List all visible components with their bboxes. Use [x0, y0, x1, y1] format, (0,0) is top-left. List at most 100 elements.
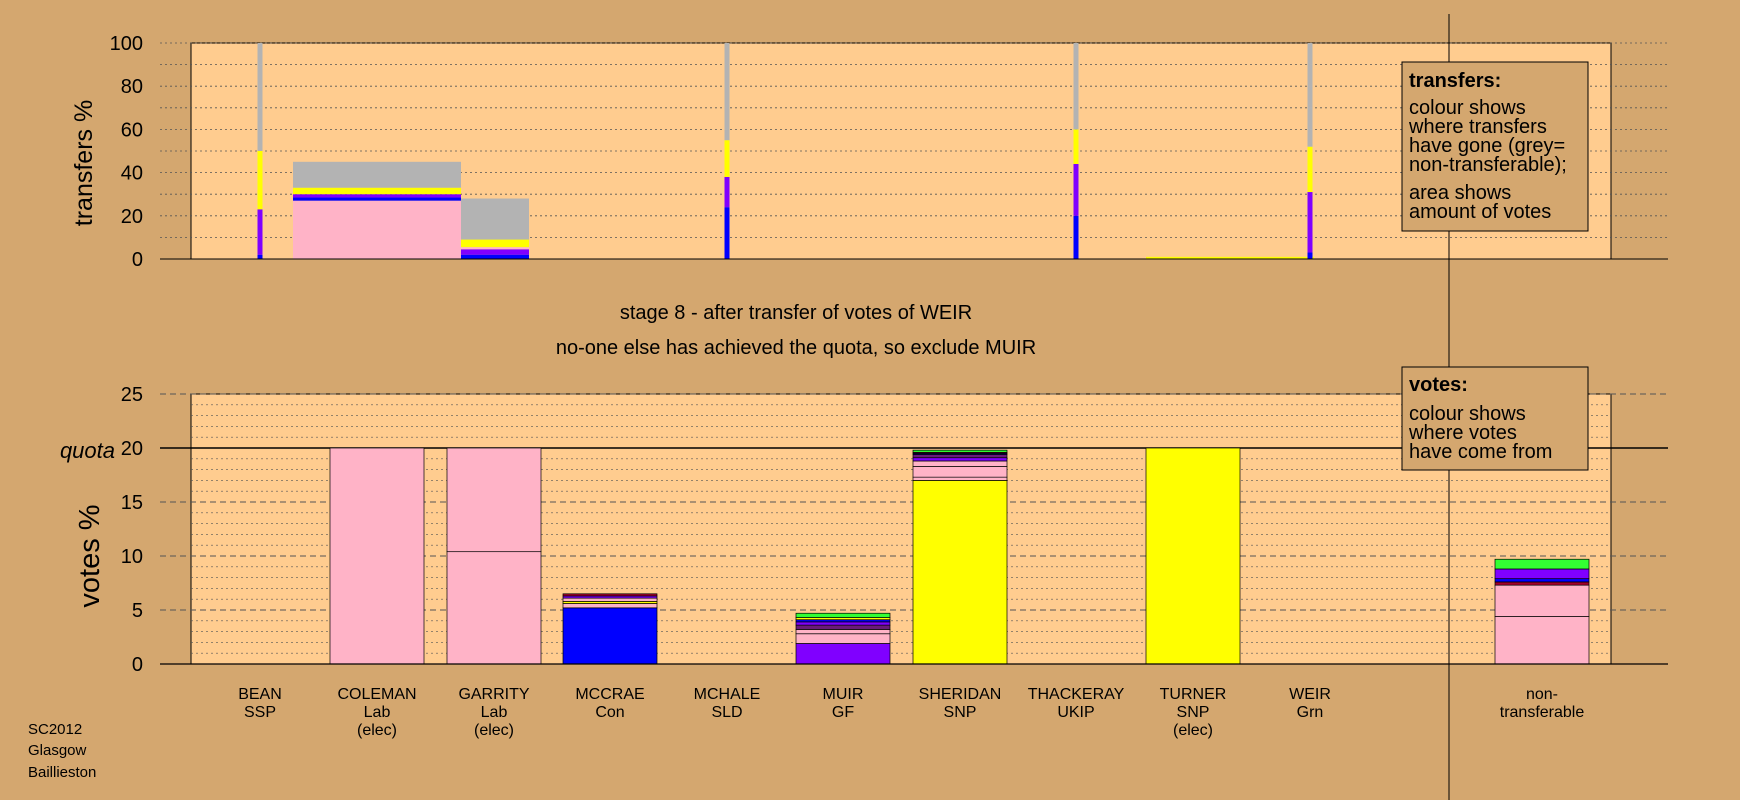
vote-segment	[562, 607, 658, 665]
transfer-segment	[257, 151, 263, 210]
transfers-legend-line: colour shows	[1409, 97, 1526, 119]
y-tick-label: 5	[132, 600, 143, 622]
transfers-y-axis-label: transfers %	[70, 100, 98, 226]
vote-segment	[1494, 558, 1590, 570]
y-tick-label: 20	[121, 438, 143, 460]
votes-plot-area	[190, 393, 1612, 665]
vote-segment	[1494, 568, 1590, 580]
y-tick-label: 15	[121, 492, 143, 514]
vote-segment	[912, 466, 1008, 478]
vote-segment	[446, 551, 542, 665]
candidate-label: THACKERAY	[1028, 686, 1125, 703]
candidate-label: Con	[595, 704, 624, 721]
y-tick-label: 80	[121, 76, 143, 98]
candidate-label: Lab	[364, 704, 391, 721]
transfer-segment	[293, 187, 461, 195]
vote-segment	[1494, 578, 1590, 583]
footer-election: SC2012	[28, 721, 82, 738]
y-tick-label: 60	[121, 119, 143, 141]
y-tick-label: 40	[121, 163, 143, 185]
candidate-label: SNP	[944, 704, 977, 721]
transfer-segment	[293, 194, 461, 198]
vote-segment	[795, 624, 891, 630]
vote-segment	[1494, 584, 1590, 617]
candidate-label: WEIR	[1289, 686, 1331, 703]
vote-segment	[1494, 581, 1590, 586]
vote-segment	[329, 447, 425, 665]
vote-segment	[795, 629, 891, 635]
vote-segment	[795, 643, 891, 665]
candidate-label: Lab	[481, 704, 508, 721]
candidate-label: SSP	[244, 704, 276, 721]
transfer-segment	[1073, 215, 1079, 259]
stage-title: stage 8 - after transfer of votes of WEI…	[620, 302, 972, 324]
transfer-segment	[1307, 146, 1313, 193]
transfer-segment	[724, 43, 730, 141]
transfer-segment	[724, 207, 730, 259]
transfer-segment	[724, 176, 730, 208]
y-tick-label: 25	[121, 384, 143, 406]
candidate-label: MUIR	[823, 686, 864, 703]
transfer-segment	[724, 140, 730, 177]
votes-legend: votes: colour shows where votes have com…	[1401, 366, 1589, 471]
transfer-segment	[461, 247, 529, 250]
transfer-segment	[1073, 163, 1079, 216]
candidate-label: Grn	[1297, 704, 1324, 721]
transfers-y-ticks: 0 20 40 60 80 100	[110, 33, 143, 271]
y-tick-label: 20	[121, 206, 143, 228]
transfers-legend-line: amount of votes	[1409, 201, 1551, 223]
transfer-segment	[293, 197, 461, 201]
candidate-label: GARRITY	[458, 686, 529, 703]
vote-segment	[912, 480, 1008, 665]
vote-segment	[912, 454, 1008, 459]
transfers-legend-line: have gone (grey=	[1409, 135, 1565, 157]
vote-segment	[912, 476, 1008, 481]
vote-segment	[912, 449, 1008, 453]
candidate-label: GF	[832, 704, 854, 721]
vote-segment	[795, 621, 891, 626]
y-tick-label: 10	[121, 546, 143, 568]
transfers-legend: transfers: colour shows where transfers …	[1401, 61, 1589, 232]
transfer-segment	[257, 254, 263, 259]
vote-segment	[795, 612, 891, 618]
votes-legend-line: have come from	[1409, 441, 1552, 463]
candidate-label: SHERIDAN	[919, 686, 1002, 703]
vote-segment	[562, 593, 658, 597]
candidate-label: (elec)	[1173, 722, 1213, 739]
vote-segment	[795, 633, 891, 644]
vote-segment	[562, 603, 658, 609]
candidate-label: non-	[1526, 686, 1558, 703]
candidate-label: MCHALE	[694, 686, 761, 703]
candidate-label: (elec)	[474, 722, 514, 739]
transfer-segment	[257, 209, 263, 255]
candidate-label: UKIP	[1057, 704, 1094, 721]
vote-segment	[562, 597, 658, 602]
votes-y-ticks: 0 5 10 15 20 25	[121, 384, 143, 676]
transfer-segment	[461, 198, 529, 240]
transfer-segment	[1307, 252, 1313, 259]
transfer-segment	[1073, 129, 1079, 164]
candidate-label: (elec)	[357, 722, 397, 739]
candidate-label: TURNER	[1160, 686, 1227, 703]
candidate-label: COLEMAN	[337, 686, 416, 703]
transfer-segment	[1307, 43, 1313, 147]
transfers-legend-line: non-transferable);	[1409, 154, 1567, 176]
transfer-segment	[1073, 43, 1079, 130]
vote-segment	[912, 457, 1008, 462]
transfer-segment	[1146, 256, 1314, 259]
transfers-legend-line: area shows	[1409, 182, 1511, 204]
transfer-segment	[1307, 192, 1313, 253]
transfer-segment	[461, 239, 529, 248]
transfers-legend-title: transfers:	[1409, 70, 1501, 92]
votes-bars	[329, 447, 1590, 665]
transfers-legend-line: where transfers	[1408, 116, 1547, 138]
transfer-segment	[461, 249, 529, 255]
candidate-labels: BEANSSPCOLEMANLab(elec)GARRITYLab(elec)M…	[238, 686, 1584, 739]
candidate-label: transferable	[1500, 704, 1585, 721]
vote-segment	[912, 460, 1008, 467]
candidate-label: BEAN	[238, 686, 282, 703]
transfer-segment	[257, 43, 263, 151]
vote-segment	[1145, 447, 1241, 665]
votes-y-axis-label: votes %	[74, 504, 106, 607]
